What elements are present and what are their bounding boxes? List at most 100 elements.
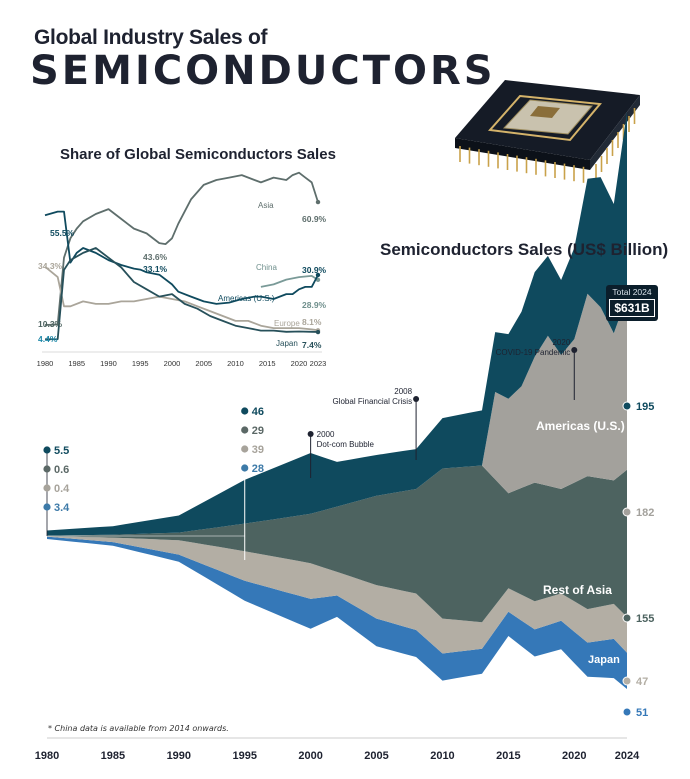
stream-dot-label: 46 — [252, 406, 264, 418]
stream-x-tick: 2000 — [298, 750, 322, 762]
share-value-label: 33.1% — [143, 264, 168, 274]
share-x-tick: 2015 — [259, 359, 276, 368]
share-x-tick: 2010 — [227, 359, 244, 368]
stream-dot — [241, 445, 249, 453]
share-line-endpoint — [315, 329, 321, 335]
share-chart: Asia China Americas (U.S.) Europe Japan 55.5%… — [37, 171, 327, 368]
share-line-europe — [44, 266, 319, 332]
end-value-label: 182 — [636, 507, 654, 519]
event-label: Dot-com Bubble — [317, 440, 375, 449]
stream-dot-label: 3.4 — [54, 502, 70, 514]
stream-x-tick: 1990 — [167, 750, 191, 762]
stream-band-europe — [47, 536, 627, 689]
stream-band-rest-of-asia — [47, 465, 627, 623]
stream-dot-label: 0.6 — [54, 464, 69, 476]
share-x-tick: 1995 — [132, 359, 149, 368]
title-line-1: Global Industry Sales of — [34, 26, 268, 49]
event-dot — [571, 347, 578, 353]
share-x-tick: 1980 — [37, 359, 54, 368]
footnote: * China data is available from 2014 onwa… — [48, 724, 229, 733]
end-dot — [622, 401, 632, 411]
chip-pins — [459, 108, 636, 183]
stream-dot-label: 5.5 — [54, 445, 69, 457]
stream-x-tick: 1995 — [232, 750, 256, 762]
share-x-tick: 2020 — [291, 359, 308, 368]
share-x-tick: 1985 — [68, 359, 85, 368]
share-series-label: Americas (U.S.) — [218, 294, 275, 303]
stream-series-label: Americas (U.S.) — [536, 419, 625, 433]
share-x-tick: 2005 — [195, 359, 212, 368]
stream-dot — [43, 503, 51, 511]
stream-band-americas — [47, 111, 627, 536]
share-line-asia — [44, 171, 319, 326]
share-value-label: 4.4% — [38, 334, 58, 344]
stream-series-label: Rest of Asia — [543, 583, 612, 597]
end-value-label: 155 — [636, 613, 654, 625]
event-label: COVID-19 Pandemic — [496, 348, 571, 357]
stream-band-china — [47, 293, 627, 536]
stream-dot-label: 0.4 — [54, 483, 70, 495]
share-chart-title: Share of Global Semiconductors Sales — [60, 146, 336, 163]
stream-dot-label: 29 — [252, 425, 264, 437]
end-dot — [622, 613, 632, 623]
share-series-label: Europe — [274, 319, 300, 328]
share-series-label: Asia — [258, 201, 274, 210]
stream-series-label: Europe — [586, 686, 624, 698]
stream-x-tick: 2005 — [364, 750, 388, 762]
event-dot — [413, 396, 420, 402]
share-line-china — [260, 275, 319, 288]
end-dot — [622, 707, 632, 717]
stream-dot — [241, 407, 249, 415]
stream-x-tick: 2024 — [615, 750, 640, 762]
stream-chart: 1980 1985 1990 1995 2000 2005 2010 2015 2020 2024… — [35, 111, 654, 762]
title-line-2: SEMICONDUCTORS — [30, 48, 496, 94]
total-badge: Total 2024 $631B — [606, 285, 658, 321]
share-line-endpoint — [315, 272, 321, 278]
share-line-americas-u-s- — [44, 210, 319, 305]
event-label: Global Financial Crisis — [332, 397, 412, 406]
share-line-japan — [44, 247, 319, 341]
stream-x-tick: 2010 — [430, 750, 454, 762]
share-value-label: 55.5% — [50, 228, 75, 238]
share-series-label: Japan — [276, 339, 298, 348]
stream-dot — [43, 446, 51, 454]
stream-x-tick: 1980 — [35, 750, 59, 762]
share-x-tick: 1990 — [100, 359, 117, 368]
semiconductor-chip-icon — [455, 80, 640, 183]
sales-chart-title: Semiconductors Sales (US$ Billion) — [380, 240, 669, 259]
event-year: 2000 — [317, 430, 335, 439]
end-value-label: 195 — [636, 401, 654, 413]
end-dot — [622, 507, 632, 517]
share-x-tick: 2023 — [310, 359, 327, 368]
total-label: Total 2024 — [612, 287, 652, 297]
stream-dot — [241, 426, 249, 434]
share-value-label: 43.6% — [143, 252, 168, 262]
share-series-label: China — [256, 263, 277, 272]
stream-dot — [43, 484, 51, 492]
stream-band-japan — [47, 536, 627, 654]
share-value-label: 8.1% — [302, 317, 322, 327]
event-year: 2008 — [394, 387, 412, 396]
share-value-label: 10.3% — [38, 319, 63, 329]
share-value-label: 28.9% — [302, 300, 327, 310]
share-value-label: 7.4% — [302, 340, 322, 350]
stream-dot-label: 39 — [252, 444, 264, 456]
stream-dot — [43, 465, 51, 473]
end-dot — [622, 676, 632, 686]
end-value-label: 51 — [636, 707, 648, 719]
share-line-endpoint — [315, 199, 321, 205]
stream-x-tick: 1985 — [101, 750, 125, 762]
share-value-label: 30.9% — [302, 265, 327, 275]
share-x-tick: 2000 — [164, 359, 181, 368]
stream-x-tick: 2020 — [562, 750, 586, 762]
event-year: 2020 — [552, 338, 570, 347]
total-value: $631B — [609, 299, 655, 317]
share-value-label: 60.9% — [302, 214, 327, 224]
end-value-label: 47 — [636, 676, 648, 688]
event-dot — [307, 431, 314, 437]
stream-series-label: Japan — [588, 654, 620, 666]
stream-dot — [241, 464, 249, 472]
stream-dot-label: 28 — [252, 463, 264, 475]
stream-x-tick: 2015 — [496, 750, 520, 762]
